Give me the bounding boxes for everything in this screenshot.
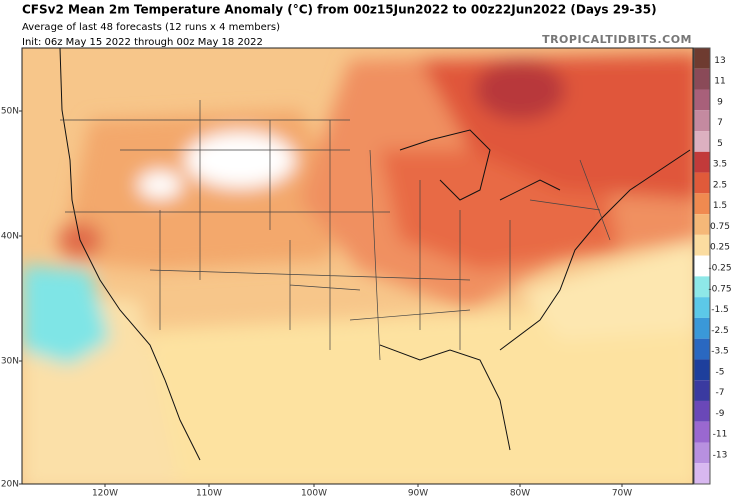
colorbar-label: -0.25: [708, 264, 731, 274]
colorbar-swatch: [694, 276, 710, 298]
longitude-label: 100W: [301, 489, 327, 499]
init-time: Init: 06z May 15 2022 through 00z May 18…: [22, 37, 263, 48]
colorbar-label: 9: [717, 97, 723, 107]
colorbar-label: 0.25: [710, 243, 730, 253]
longitude-label: 120W: [92, 489, 118, 499]
watermark: TROPICALTIDBITS.COM: [542, 33, 692, 46]
colorbar-label: 13: [714, 56, 725, 66]
colorbar-swatch: [694, 214, 710, 235]
longitude-label: 70W: [612, 489, 632, 499]
latitude-label: 30N: [1, 357, 19, 367]
colorbar: 13 11 9 7 5 3.5 2.5 1.5 0.75 0.25 -0.25 -0.75 -1.5 -2…: [693, 47, 731, 485]
colorbar-swatch: [694, 317, 710, 339]
title: CFSv2 Mean 2m Temperature Anomaly (°C) f…: [22, 3, 657, 17]
longitude-label: 110W: [196, 489, 222, 499]
longitude-label: 80W: [510, 489, 530, 499]
colorbar-swatch: [694, 89, 710, 111]
colorbar-label: -0.75: [708, 284, 731, 294]
colorbar-label: -3.5: [711, 347, 729, 357]
colorbar-label: -2.5: [711, 326, 729, 336]
colorbar-label: -5: [716, 367, 725, 377]
colorbar-label: -7: [716, 388, 725, 398]
colorbar-swatch: [694, 380, 710, 401]
latitude-label: 40N: [1, 232, 19, 242]
colorbar-swatch: [694, 400, 710, 422]
latitude-label: 20N: [1, 480, 19, 490]
subtitle: Average of last 48 forecasts (12 runs x …: [22, 22, 280, 33]
colorbar-label: -9: [716, 409, 725, 419]
colorbar-swatch: [694, 359, 710, 381]
colorbar-label: 2.5: [713, 180, 727, 190]
colorbar-label: -13: [713, 450, 728, 460]
colorbar-swatch: [694, 193, 710, 215]
colorbar-swatch: [694, 234, 710, 256]
longitude-label: 90W: [408, 489, 428, 499]
colorbar-swatch: [694, 255, 710, 277]
colorbar-swatch: [694, 297, 710, 318]
colorbar-swatch: [694, 131, 710, 152]
colorbar-label: 5: [717, 139, 723, 149]
colorbar-swatch: [694, 68, 710, 90]
anomaly-field: [22, 48, 693, 484]
colorbar-swatch: [694, 172, 710, 194]
latitude-label: 50N: [1, 107, 19, 117]
colorbar-swatch: [694, 110, 710, 132]
map-frame: [21, 47, 694, 485]
colorbar-swatch: [694, 338, 710, 360]
colorbar-swatch: [694, 48, 710, 69]
colorbar-frame: [693, 47, 711, 485]
colorbar-label: 11: [714, 77, 725, 87]
colorbar-label: -1.5: [711, 305, 729, 315]
colorbar-swatch: [694, 442, 710, 464]
colorbar-label: -11: [713, 430, 728, 440]
colorbar-label: 1.5: [713, 201, 727, 211]
colorbar-swatch: [694, 151, 710, 173]
colorbar-swatch: [694, 463, 710, 484]
colorbar-label: 7: [717, 118, 723, 128]
colorbar-swatch: [694, 421, 710, 443]
colorbar-label: 3.5: [713, 160, 727, 170]
colorbar-label: 0.75: [710, 222, 730, 232]
